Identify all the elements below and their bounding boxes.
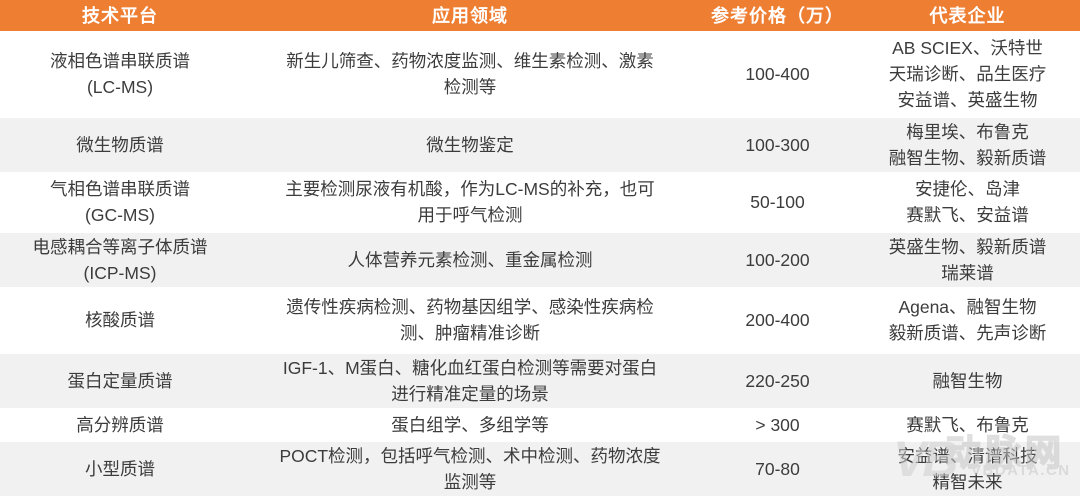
table-row: 液相色谱串联质谱 (LC-MS) 新生儿筛查、药物浓度监测、维生素检测、激素 检…: [0, 32, 1080, 118]
table-header: 技术平台 应用领域 参考价格（万） 代表企业: [0, 0, 1080, 34]
cell-price: 100-200: [700, 231, 855, 290]
cell-platform: 核酸质谱: [0, 288, 240, 354]
table-row: 核酸质谱 遗传性疾病检测、药物基因组学、感染性疾病检 测、肿瘤精准诊断 200-…: [0, 288, 1080, 354]
table-row: 小型质谱 POCT检测，包括呼气检测、术中检测、药物浓度 监测等 70-80 安…: [0, 440, 1080, 499]
cell-price: 70-80: [700, 440, 855, 499]
cell-platform: 气相色谱串联质谱 (GC-MS): [0, 173, 240, 233]
table-body: 液相色谱串联质谱 (LC-MS) 新生儿筛查、药物浓度监测、维生素检测、激素 检…: [0, 32, 1080, 499]
cell-price: > 300: [700, 409, 855, 442]
cell-application: IGF-1、M蛋白、糖化血红蛋白检测等需要对蛋白 进行精准定量的场景: [240, 352, 700, 411]
cell-application: 蛋白组学、多组学等: [240, 409, 700, 442]
cell-companies: 融智生物: [855, 352, 1080, 411]
column-header-price: 参考价格（万）: [700, 0, 855, 34]
cell-companies: 赛默飞、布鲁克: [855, 409, 1080, 442]
cell-price: 200-400: [700, 288, 855, 354]
table-row: 蛋白定量质谱 IGF-1、M蛋白、糖化血红蛋白检测等需要对蛋白 进行精准定量的场…: [0, 352, 1080, 411]
column-header-application: 应用领域: [240, 0, 700, 34]
cell-application: 遗传性疾病检测、药物基因组学、感染性疾病检 测、肿瘤精准诊断: [240, 288, 700, 354]
cell-platform: 微生物质谱: [0, 116, 240, 175]
cell-platform: 液相色谱串联质谱 (LC-MS): [0, 32, 240, 118]
cell-companies: 梅里埃、布鲁克 融智生物、毅新质谱: [855, 116, 1080, 175]
table-row: 微生物质谱 微生物鉴定 100-300 梅里埃、布鲁克 融智生物、毅新质谱: [0, 116, 1080, 175]
cell-price: 50-100: [700, 173, 855, 233]
cell-companies: AB SCIEX、沃特世 天瑞诊断、品生医疗 安益谱、英盛生物: [855, 32, 1080, 118]
cell-platform: 电感耦合等离子体质谱 (ICP-MS): [0, 231, 240, 290]
header-row: 技术平台 应用领域 参考价格（万） 代表企业: [0, 0, 1080, 34]
cell-platform: 小型质谱: [0, 440, 240, 499]
cell-companies: 安捷伦、岛津 赛默飞、安益谱: [855, 173, 1080, 233]
cell-application: 主要检测尿液有机酸，作为LC-MS的补充，也可 用于呼气检测: [240, 173, 700, 233]
cell-application: POCT检测，包括呼气检测、术中检测、药物浓度 监测等: [240, 440, 700, 499]
cell-companies: 安益谱、清谱科技 精智未来: [855, 440, 1080, 499]
cell-platform: 高分辨质谱: [0, 409, 240, 442]
cell-application: 新生儿筛查、药物浓度监测、维生素检测、激素 检测等: [240, 32, 700, 118]
cell-application: 人体营养元素检测、重金属检测: [240, 231, 700, 290]
table-row: 气相色谱串联质谱 (GC-MS) 主要检测尿液有机酸，作为LC-MS的补充，也可…: [0, 173, 1080, 233]
cell-price: 100-400: [700, 32, 855, 118]
table-row: 电感耦合等离子体质谱 (ICP-MS) 人体营养元素检测、重金属检测 100-2…: [0, 231, 1080, 290]
cell-companies: Agena、融智生物 毅新质谱、先声诊断: [855, 288, 1080, 354]
column-header-platform: 技术平台: [0, 0, 240, 34]
cell-application: 微生物鉴定: [240, 116, 700, 175]
table-row: 高分辨质谱 蛋白组学、多组学等 > 300 赛默飞、布鲁克: [0, 409, 1080, 442]
column-header-companies: 代表企业: [855, 0, 1080, 34]
cell-platform: 蛋白定量质谱: [0, 352, 240, 411]
cell-companies: 英盛生物、毅新质谱 瑞莱谱: [855, 231, 1080, 290]
cell-price: 100-300: [700, 116, 855, 175]
cell-price: 220-250: [700, 352, 855, 411]
